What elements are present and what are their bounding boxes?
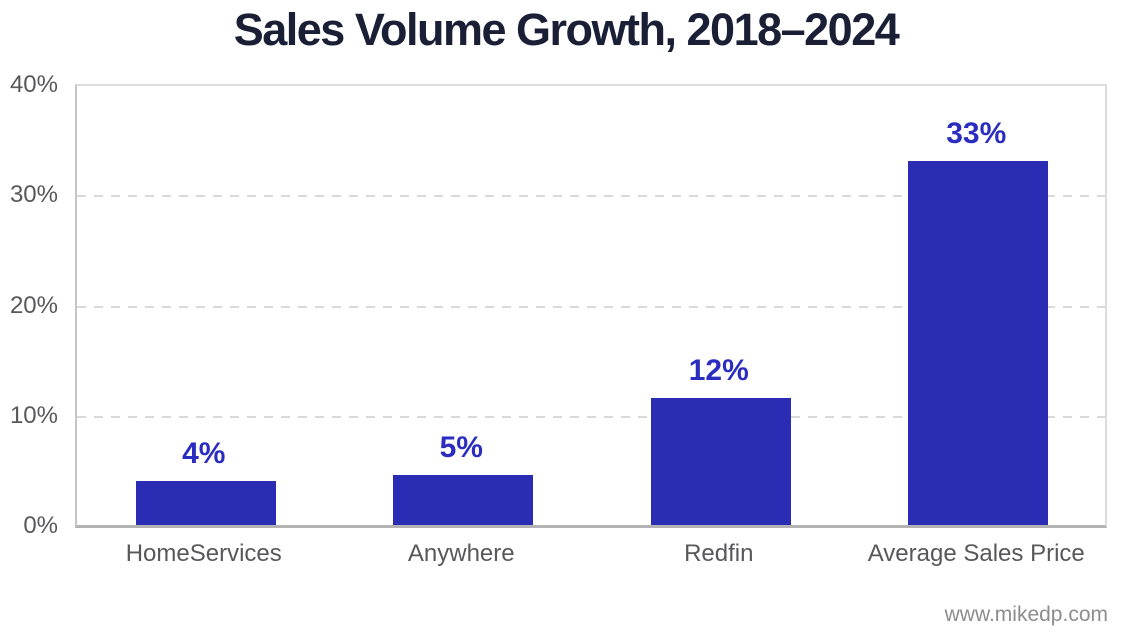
x-tick-label-redfin: Redfin xyxy=(684,540,754,567)
y-tick-label-20: 20% xyxy=(9,291,58,319)
plot-area xyxy=(75,84,1107,528)
y-tick-label-40: 40% xyxy=(9,71,58,98)
gridline-20 xyxy=(77,305,1105,308)
value-label-anywhere: 5% xyxy=(439,431,483,465)
bar-anywhere xyxy=(393,475,534,525)
bar-redfin xyxy=(650,398,791,525)
gridline-10 xyxy=(77,415,1105,418)
x-tick-label-homeservices: HomeServices xyxy=(125,540,282,567)
gridline-30 xyxy=(77,195,1105,198)
y-tick-label-10: 10% xyxy=(9,401,58,429)
value-label-homeservices: 4% xyxy=(182,436,226,470)
x-tick-label-anywhere: Anywhere xyxy=(407,540,515,567)
bar-homeservices xyxy=(135,480,276,525)
value-label-average-sales-price: 33% xyxy=(946,117,1007,151)
bar-average-sales-price xyxy=(908,161,1049,525)
chart-title: Sales Volume Growth, 2018–2024 xyxy=(233,4,900,55)
value-label-redfin: 12% xyxy=(688,354,749,388)
watermark: www.mikedp.com xyxy=(944,603,1108,626)
x-tick-label-average-sales-price: Average Sales Price xyxy=(867,540,1085,567)
y-tick-label-30: 30% xyxy=(9,181,58,209)
y-tick-label-0: 0% xyxy=(23,512,58,539)
